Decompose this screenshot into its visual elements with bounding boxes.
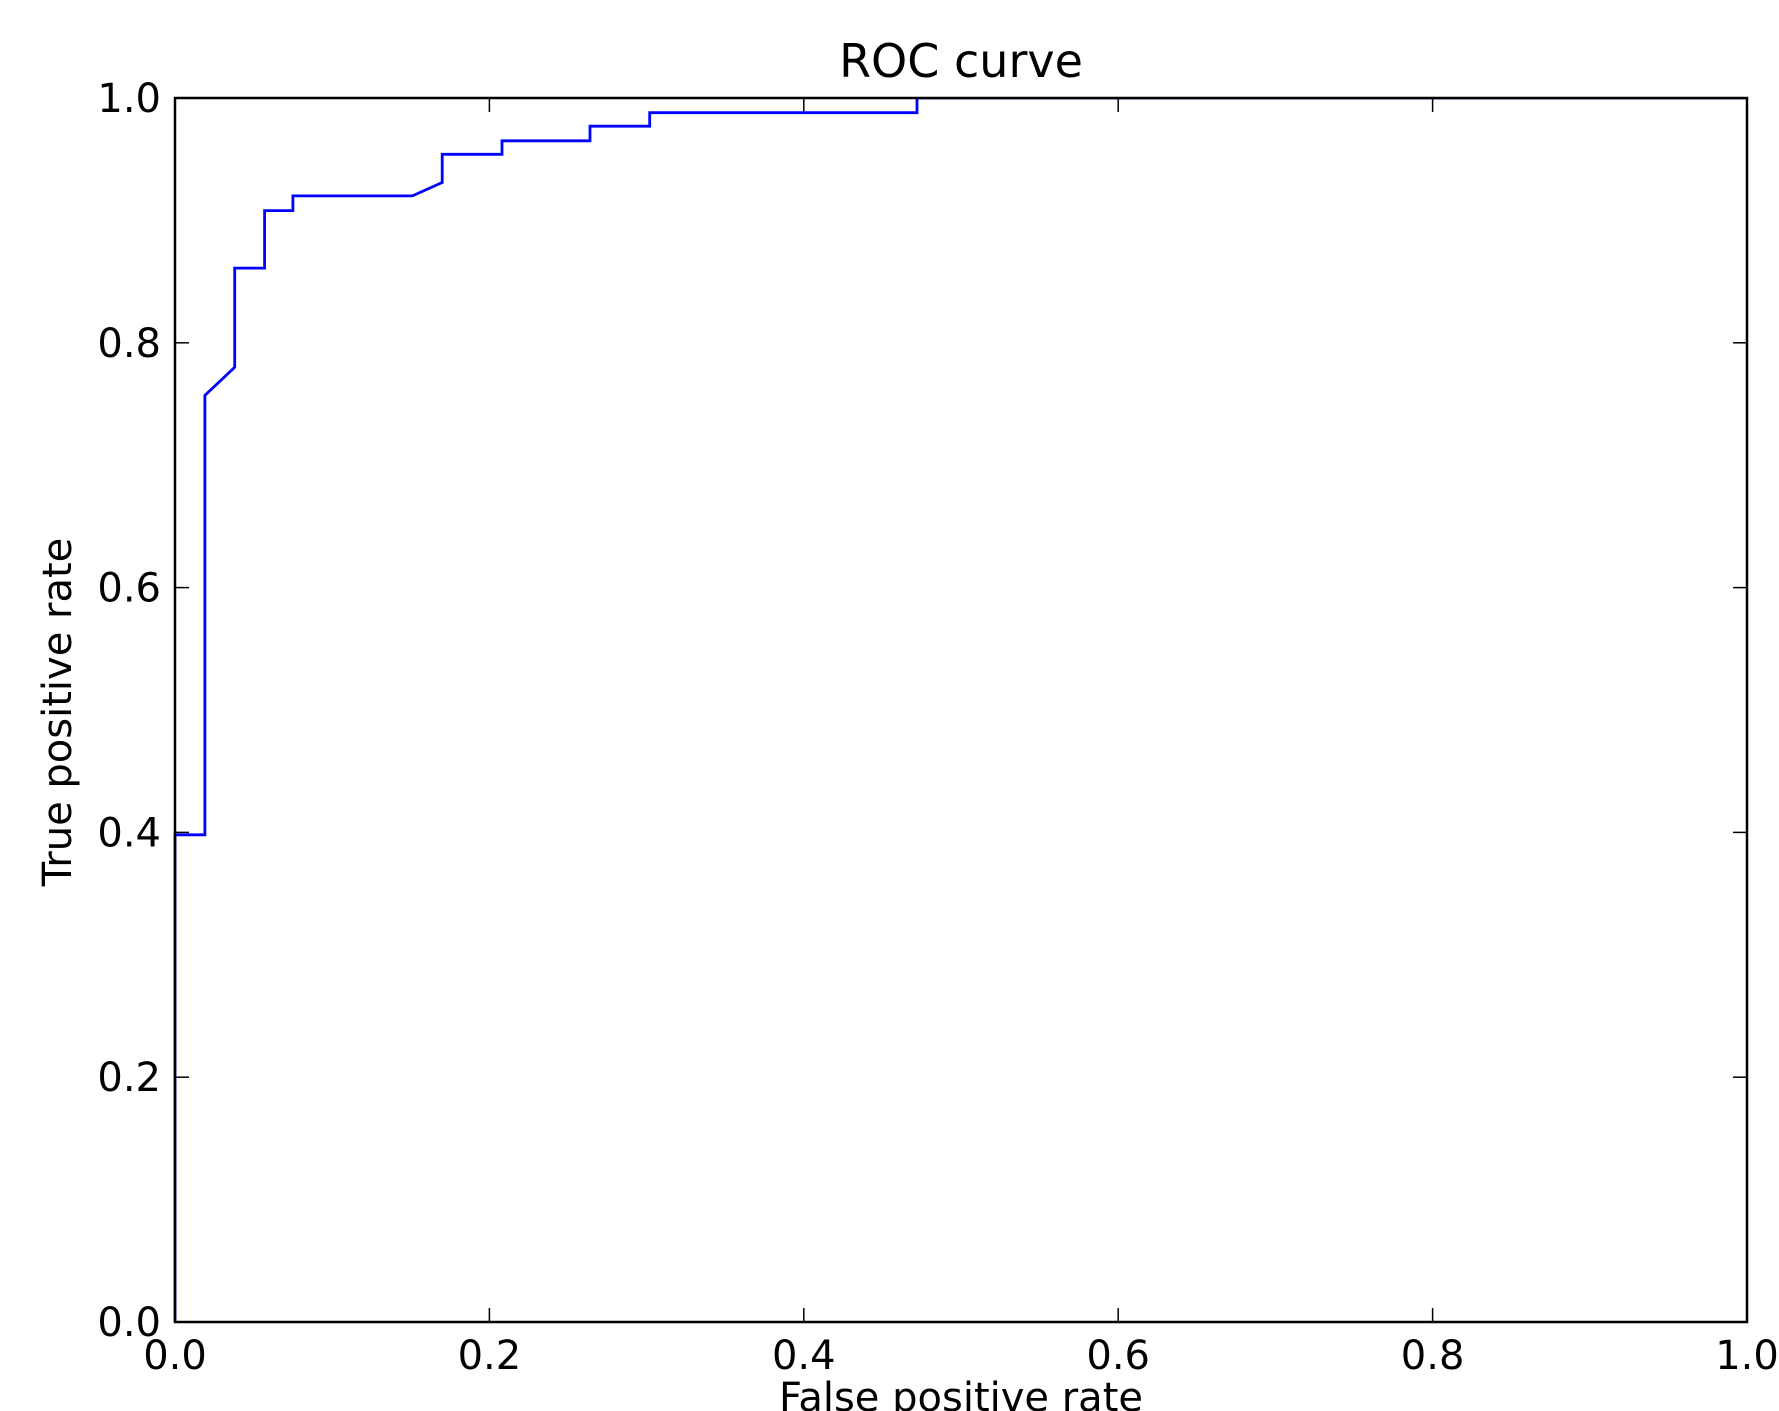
plot-frame xyxy=(173,96,1749,1324)
y-tick-label: 0.4 xyxy=(97,810,161,856)
x-tick-label: 0.4 xyxy=(772,1333,836,1379)
chart-title: ROC curve xyxy=(839,34,1083,88)
y-tick-label: 0.8 xyxy=(97,321,161,367)
axis-tick-labels: 0.0 0.2 0.4 0.6 0.8 1.0 0.0 0.2 0.4 0.6 0.8 1.0 xyxy=(97,76,1778,1379)
roc-series-line xyxy=(173,97,1745,1322)
y-tick-label: 0.2 xyxy=(97,1055,161,1101)
y-tick-label: 0.6 xyxy=(97,566,161,612)
y-tick-label: 0.0 xyxy=(97,1300,161,1346)
y-tick-label: 1.0 xyxy=(97,76,161,122)
x-axis-label: False positive rate xyxy=(779,1375,1143,1411)
x-tick-label: 0.0 xyxy=(143,1333,207,1379)
y-axis-label: True positive rate xyxy=(35,538,81,888)
x-tick-label: 0.2 xyxy=(458,1333,522,1379)
x-tick-label: 0.6 xyxy=(1086,1333,1150,1379)
x-tick-label: 1.0 xyxy=(1715,1333,1779,1379)
x-tick-label: 0.8 xyxy=(1401,1333,1465,1379)
data-series xyxy=(173,97,1745,1322)
